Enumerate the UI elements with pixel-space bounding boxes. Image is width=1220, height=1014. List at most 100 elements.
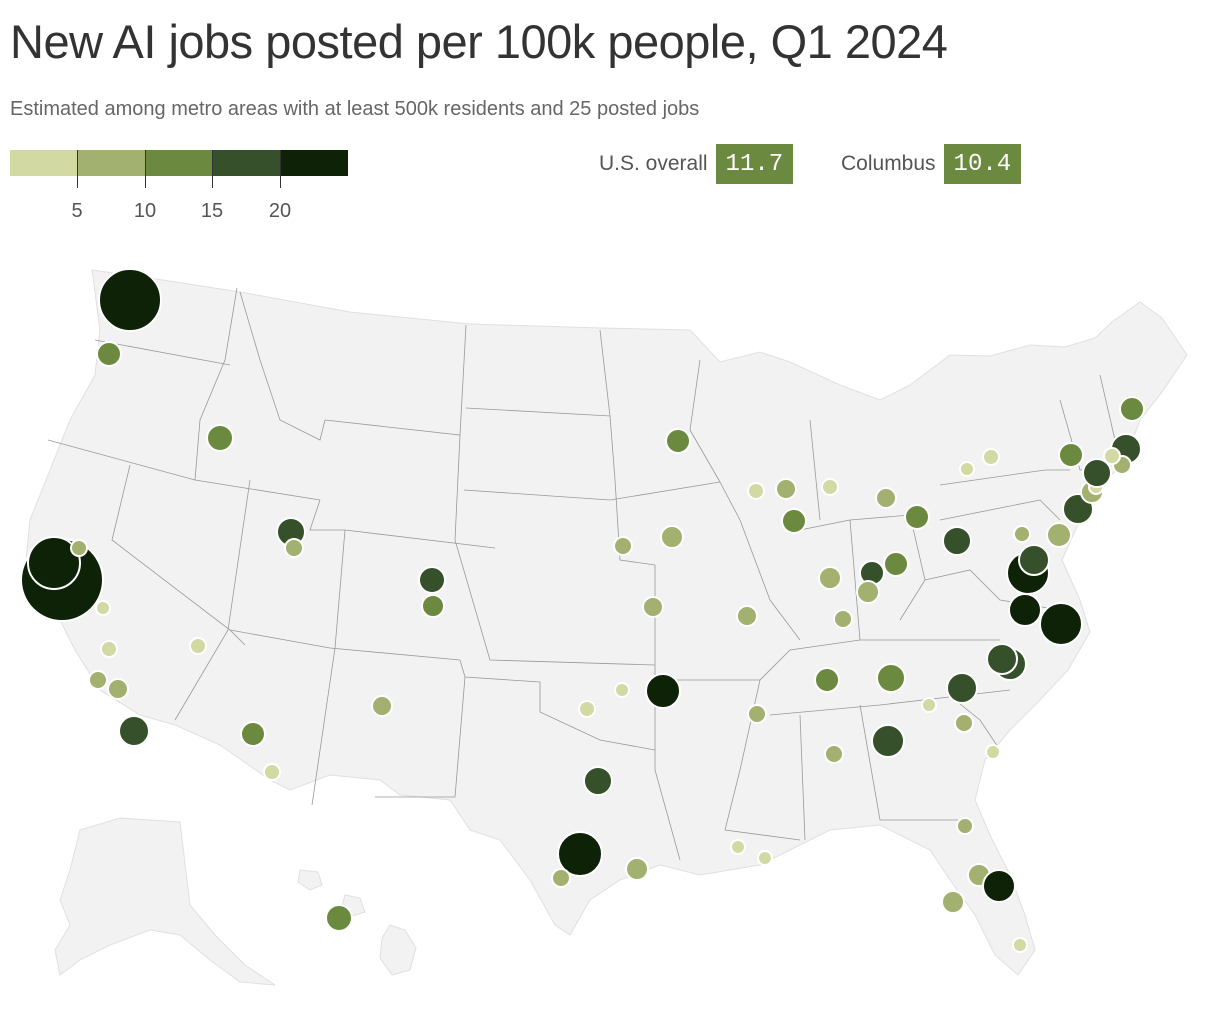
legend-tick-label: 10 <box>133 200 157 222</box>
metro-bubble <box>325 904 353 932</box>
state-border <box>759 639 1000 681</box>
color-legend: 5 10 15 20 <box>10 150 350 222</box>
state-border <box>111 464 246 646</box>
metro-bubble <box>613 536 633 556</box>
metro-bubble <box>883 551 909 577</box>
metro-bubble <box>98 268 162 332</box>
metro-bubble <box>1103 447 1121 465</box>
state-border <box>311 529 346 806</box>
legend-tick-label: 15 <box>200 200 224 222</box>
metro-bubble <box>557 831 603 877</box>
state-border <box>954 699 1001 751</box>
state-border <box>194 287 238 481</box>
metro-bubble <box>921 697 937 713</box>
legend-tick-20 <box>280 150 281 188</box>
contiguous-us-shape <box>24 269 1188 976</box>
metro-bubble <box>856 580 880 604</box>
metro-bubble <box>418 566 446 594</box>
metro-bubble <box>985 744 1001 760</box>
metro-bubble <box>954 713 974 733</box>
state-border <box>309 499 496 549</box>
state-border <box>939 499 1061 521</box>
metro-bubbles <box>20 268 1145 953</box>
metro-bubble <box>1008 593 1042 627</box>
state-border <box>463 481 721 501</box>
metro-bubble <box>747 704 767 724</box>
metro-bubble <box>986 643 1018 675</box>
metro-bubble <box>904 504 930 530</box>
metro-bubble <box>1012 937 1028 953</box>
metro-bubble <box>578 700 596 718</box>
metro-bubble <box>956 817 974 835</box>
metro-bubble <box>982 869 1016 903</box>
metro-bubble <box>1013 525 1031 543</box>
metro-bubble <box>757 850 773 866</box>
state-border <box>859 704 970 821</box>
metro-bubble <box>824 744 844 764</box>
metro-bubble <box>118 715 150 747</box>
columbus-label: Columbus <box>841 152 936 175</box>
metro-bubble <box>642 596 664 618</box>
state-border <box>655 679 801 841</box>
legend-tick-15 <box>212 150 213 188</box>
metro-bubble <box>551 868 571 888</box>
us-map <box>20 268 1188 986</box>
legend-swatch-2 <box>77 150 146 176</box>
metro-bubble <box>1058 442 1084 468</box>
legend-swatch-1 <box>10 150 78 176</box>
metro-bubble <box>70 539 88 557</box>
state-border <box>174 479 251 721</box>
metro-bubble <box>941 890 965 914</box>
metro-bubble <box>982 448 1000 466</box>
metro-bubble <box>583 766 613 796</box>
us-overall-value: 11.7 <box>715 144 794 184</box>
state-border <box>454 434 656 666</box>
metro-bubble <box>1018 544 1050 576</box>
metro-bubble <box>833 609 853 629</box>
state-border <box>799 714 806 841</box>
legend-tick-5 <box>77 150 78 188</box>
metro-bubble <box>371 695 393 717</box>
legend-swatch-5 <box>280 150 348 176</box>
metro-bubble <box>871 724 905 758</box>
state-border <box>689 359 721 483</box>
state-border <box>849 514 926 621</box>
metro-bubble <box>730 839 746 855</box>
metro-bubble <box>100 640 118 658</box>
metro-bubble <box>665 428 691 454</box>
metro-bubble <box>781 508 807 534</box>
state-border <box>939 469 1070 486</box>
state-border <box>609 415 656 566</box>
metro-bubble <box>614 682 630 698</box>
legend-tick-10 <box>145 150 146 188</box>
state-border <box>809 419 821 521</box>
columbus-value: 10.4 <box>943 144 1022 184</box>
state-border <box>239 291 326 441</box>
metro-bubble <box>660 525 684 549</box>
metro-bubble <box>107 678 129 700</box>
state-border <box>459 659 656 751</box>
metro-bubble <box>821 478 839 496</box>
columbus-stat: Columbus 10.4 <box>841 143 1022 185</box>
metro-bubble <box>747 482 765 500</box>
metro-bubble <box>818 566 842 590</box>
metro-bubble <box>240 721 266 747</box>
alaska-shape <box>54 817 276 986</box>
metro-bubble <box>421 594 445 618</box>
chart-title: New AI jobs posted per 100k people, Q1 2… <box>10 15 948 68</box>
state-border <box>375 676 466 798</box>
metro-bubble <box>284 538 304 558</box>
metro-bubble <box>875 487 897 509</box>
metro-bubble <box>263 763 281 781</box>
metro-bubble <box>189 637 207 655</box>
us-overall-label: U.S. overall <box>599 152 708 175</box>
metro-bubble <box>946 672 978 704</box>
metro-bubble <box>95 600 111 616</box>
metro-bubble <box>736 605 758 627</box>
metro-bubble <box>1082 458 1112 488</box>
legend-tick-label: 5 <box>71 200 83 222</box>
us-overall-stat: U.S. overall 11.7 <box>599 143 794 185</box>
hawaii-shape <box>297 869 417 976</box>
legend-tick-label: 20 <box>268 200 292 222</box>
metro-bubble <box>814 667 840 693</box>
